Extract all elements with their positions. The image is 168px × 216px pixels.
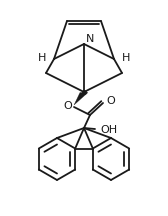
Text: H: H (38, 53, 46, 63)
Polygon shape (74, 92, 88, 105)
Text: H: H (122, 53, 130, 63)
Text: OH: OH (100, 125, 117, 135)
Text: O: O (107, 96, 115, 106)
Text: N: N (86, 34, 94, 44)
Text: O: O (64, 101, 72, 111)
